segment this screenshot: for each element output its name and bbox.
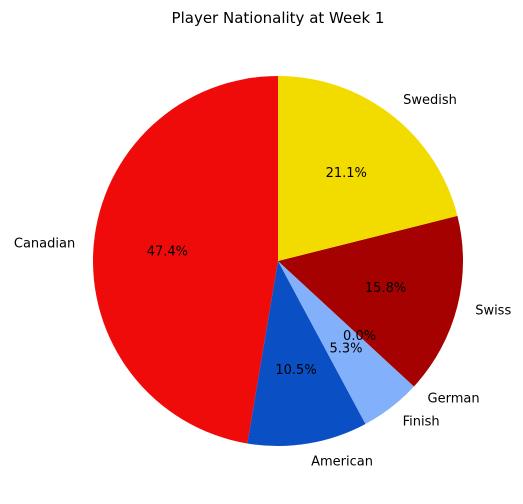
pie-slice-swedish	[278, 76, 458, 261]
slice-percent-german: 0.0%	[343, 329, 376, 344]
slice-percent-canadian: 47.4%	[147, 244, 188, 259]
pie-slice-canadian	[93, 76, 278, 444]
slice-percent-swedish: 21.1%	[326, 166, 367, 181]
pie-labels: Canadian 47.4% American 10.5% Finish 5.3% Germ…	[14, 93, 512, 469]
pie-slice-swiss	[278, 215, 463, 387]
slice-percent-finish: 5.3%	[329, 341, 362, 356]
pie-slices	[93, 76, 463, 446]
slice-label-canadian: Canadian	[14, 237, 75, 252]
slice-label-american: American	[311, 454, 373, 469]
slice-percent-american: 10.5%	[275, 363, 316, 378]
chart-title: Player Nationality at Week 1	[172, 9, 385, 27]
slice-label-swedish: Swedish	[403, 93, 457, 108]
slice-label-finish: Finish	[403, 414, 440, 429]
slice-label-german: German	[428, 392, 480, 407]
pie-slice-finish	[278, 261, 414, 424]
slice-label-swiss: Swiss	[475, 304, 511, 319]
slice-percent-swiss: 15.8%	[365, 281, 406, 296]
pie-slice-american	[247, 261, 366, 446]
